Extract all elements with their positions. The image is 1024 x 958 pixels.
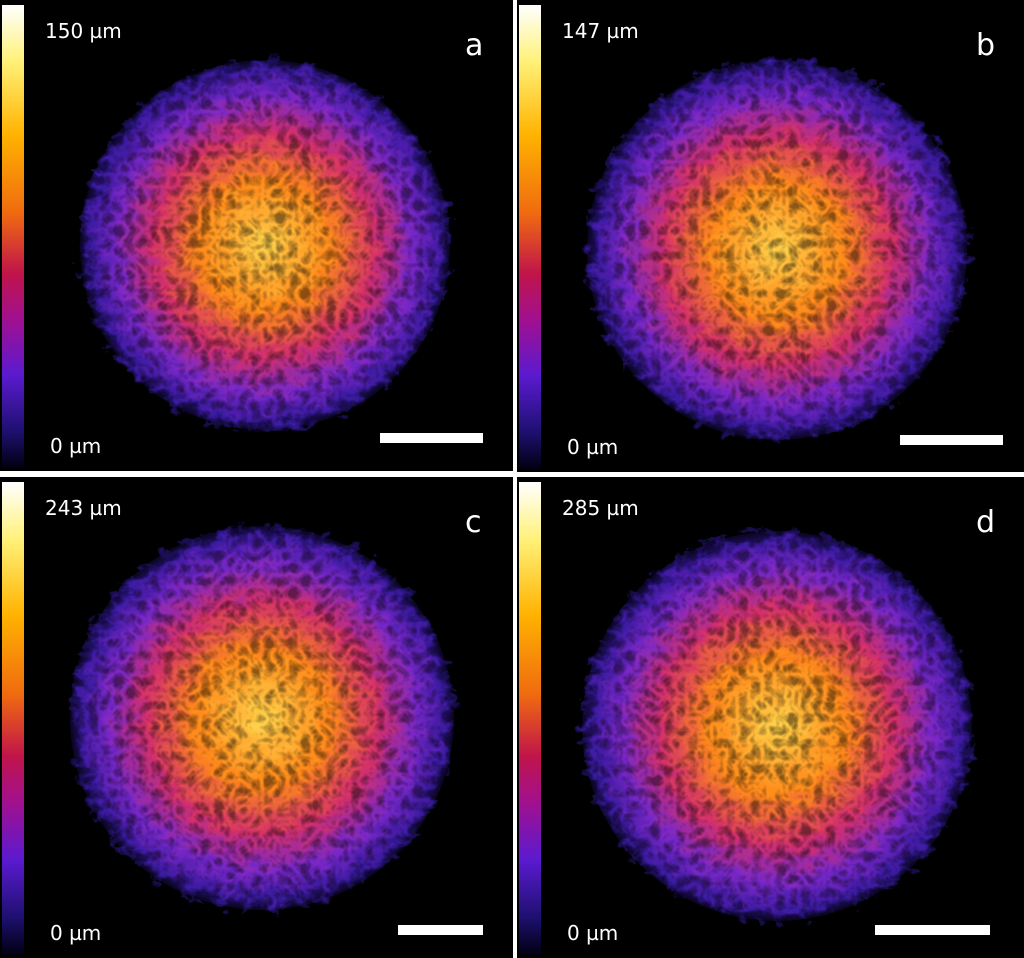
colony-texture xyxy=(582,531,972,921)
colony-texture xyxy=(70,526,454,910)
scale-bar xyxy=(398,925,483,935)
max-label: 243 µm xyxy=(45,496,122,520)
colorbar xyxy=(519,482,541,955)
colony-texture xyxy=(80,60,450,430)
max-label: 150 µm xyxy=(45,19,122,43)
panel-letter: c xyxy=(465,505,482,540)
scale-bar xyxy=(875,925,990,935)
colorbar xyxy=(519,5,541,469)
panel-letter: d xyxy=(976,505,995,540)
min-label: 0 µm xyxy=(567,921,618,945)
colorbar xyxy=(2,5,24,468)
panel: 150 µm 0 µm a xyxy=(0,0,513,471)
panel-letter: a xyxy=(465,28,483,63)
colorbar xyxy=(2,482,24,955)
scale-bar xyxy=(380,433,483,443)
panel: 147 µm 0 µm b xyxy=(517,0,1024,472)
colony-texture xyxy=(587,60,967,440)
panel: 285 µm 0 µm d xyxy=(517,477,1024,958)
panel: 243 µm 0 µm c xyxy=(0,477,513,958)
min-label: 0 µm xyxy=(567,435,618,459)
min-label: 0 µm xyxy=(50,434,101,458)
max-label: 147 µm xyxy=(562,19,639,43)
min-label: 0 µm xyxy=(50,921,101,945)
max-label: 285 µm xyxy=(562,496,639,520)
panel-letter: b xyxy=(976,28,995,63)
scale-bar xyxy=(900,435,1003,445)
